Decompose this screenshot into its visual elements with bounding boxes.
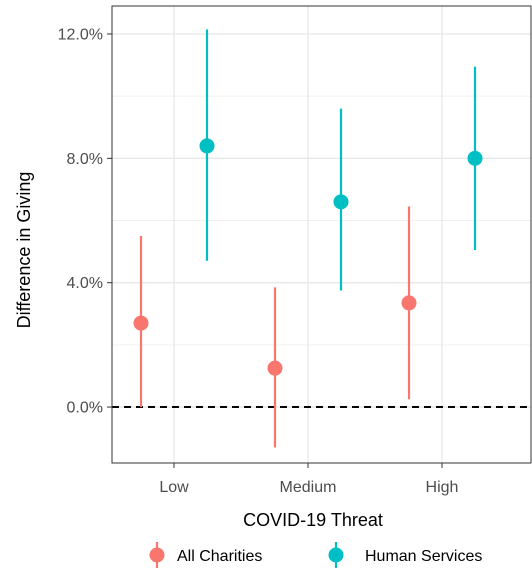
legend: All Charities Human Services (149, 542, 482, 568)
data-point (401, 295, 417, 311)
data-point (199, 138, 215, 154)
legend-label: All Charities (177, 548, 262, 565)
y-tick-label: 0.0% (67, 400, 103, 417)
y-tick-label: 4.0% (67, 275, 103, 292)
x-axis-title: COVID-19 Threat (243, 510, 383, 530)
x-tick-label: High (426, 479, 459, 496)
panel-border (111, 5, 532, 464)
x-axis: Low Medium High (159, 463, 458, 496)
data-point (133, 315, 149, 331)
marks-layer (133, 29, 483, 448)
y-axis: 0.0% 4.0% 8.0% 12.0% (58, 26, 112, 417)
x-tick-label: Low (159, 479, 189, 496)
legend-key-dot (328, 547, 344, 563)
legend-key-dot (149, 547, 165, 563)
data-point (267, 360, 283, 376)
y-axis-title: Difference in Giving (14, 172, 34, 329)
y-tick-label: 8.0% (67, 151, 103, 168)
x-tick-label: Medium (280, 479, 337, 496)
grid-layer (112, 6, 531, 463)
data-point (467, 150, 483, 166)
y-tick-label: 12.0% (58, 26, 103, 43)
data-point (333, 194, 349, 210)
legend-label: Human Services (365, 548, 482, 565)
